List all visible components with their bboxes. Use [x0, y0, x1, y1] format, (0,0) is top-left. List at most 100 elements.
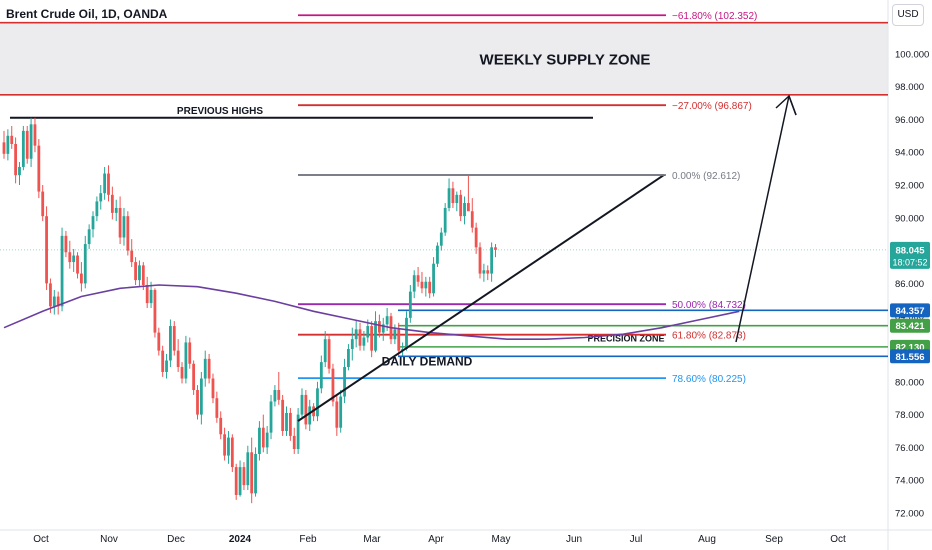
candle-body	[80, 273, 83, 284]
candle-body	[269, 401, 273, 433]
current-price-tag: 88.045	[895, 245, 925, 256]
candle-body	[134, 262, 137, 281]
precision-zone-label: PRECISION ZONE	[587, 334, 664, 344]
candle-body	[343, 367, 346, 397]
candle-body	[347, 349, 350, 368]
candle-body	[219, 417, 223, 435]
candle-body	[381, 324, 385, 333]
candle-body	[33, 124, 37, 146]
candle-body	[157, 332, 161, 351]
candle-body	[215, 398, 219, 418]
supply-zone-box	[0, 22, 888, 95]
candle-body	[196, 390, 199, 415]
y-tick-label: 90.000	[895, 213, 924, 224]
candle-body	[172, 326, 176, 351]
y-tick-label: 76.000	[895, 443, 924, 454]
candle-body	[432, 263, 435, 294]
x-tick-label: Jun	[566, 534, 582, 545]
current-price-tag-bg	[890, 241, 930, 269]
candle-body	[207, 358, 211, 379]
x-tick-label: Mar	[363, 534, 381, 545]
candle-body	[122, 216, 126, 238]
x-tick-label: Jul	[630, 534, 643, 545]
fib-label-0: −61.80% (102.352)	[672, 11, 757, 22]
x-tick-label: Sep	[765, 534, 783, 545]
candle-body	[443, 207, 447, 233]
candle-body	[114, 207, 118, 213]
candle-body	[467, 203, 470, 212]
candle-body	[176, 350, 180, 368]
candle-body	[397, 329, 401, 351]
candle-body	[14, 144, 18, 176]
candle-body	[319, 362, 323, 389]
candle-body	[180, 367, 184, 379]
level-price-tag-0-bg	[890, 303, 930, 318]
candle-body	[494, 247, 497, 250]
candle-body	[87, 229, 91, 245]
x-tick-label: Oct	[33, 534, 49, 545]
candle-body	[482, 270, 486, 274]
candle-body	[254, 453, 257, 494]
candle-body	[374, 321, 377, 351]
candle-body	[29, 124, 33, 159]
candle-body	[21, 130, 25, 167]
candle-body	[238, 467, 242, 495]
chart-title: Brent Crude Oil, 1D, OANDA	[6, 7, 168, 21]
candle-body	[428, 281, 432, 294]
x-tick-label: Oct	[830, 534, 846, 545]
candle-body	[366, 326, 370, 338]
candle-body	[273, 390, 277, 402]
candle-body	[25, 130, 29, 159]
candle-body	[99, 193, 103, 202]
candle-body	[68, 252, 72, 263]
daily-demand-label: DAILY DEMAND	[382, 354, 473, 368]
candle-body	[107, 173, 110, 195]
candle-body	[250, 452, 254, 494]
candle-body	[470, 211, 474, 228]
candle-body	[118, 207, 122, 238]
y-tick-label: 100.000	[895, 49, 929, 60]
candle-body	[300, 394, 304, 415]
projection-arrow-up	[735, 95, 790, 343]
fib-label-2: 0.00% (92.612)	[672, 171, 740, 182]
candle-body	[188, 342, 192, 364]
candle-body	[362, 337, 366, 346]
candle-body	[227, 437, 230, 456]
candle-body	[416, 275, 420, 282]
candle-body	[424, 281, 428, 289]
currency-button[interactable]: USD	[892, 4, 924, 26]
candle-body	[126, 216, 130, 251]
previous-highs-label: PREVIOUS HIGHS	[177, 106, 263, 117]
candle-body	[304, 394, 308, 425]
candle-body	[463, 203, 466, 217]
candle-body	[2, 142, 6, 154]
fib-label-1: −27.00% (96.867)	[672, 101, 752, 112]
candle-body	[56, 296, 60, 307]
candle-body	[258, 427, 261, 454]
candle-body	[288, 412, 292, 436]
candle-body	[285, 412, 288, 431]
candle-body	[296, 414, 300, 450]
candle-body	[37, 145, 41, 192]
candle-body	[265, 432, 269, 448]
fib-label-4: 61.80% (82.873)	[672, 331, 746, 342]
ascending-trendline	[297, 174, 665, 422]
candle-body	[49, 283, 52, 307]
level-price-tag-2: 82.130	[895, 342, 924, 353]
level-price-tag-1-bg	[890, 318, 930, 333]
x-tick-label: Apr	[428, 534, 444, 545]
candle-body	[350, 339, 354, 349]
candle-body	[145, 285, 149, 304]
candle-body	[161, 350, 165, 372]
candle-body	[184, 342, 188, 379]
candle-body	[169, 326, 172, 361]
candle-body	[230, 437, 234, 468]
candle-body	[339, 396, 343, 428]
candle-body	[64, 235, 68, 253]
candle-body	[52, 296, 56, 307]
candle-body	[439, 232, 443, 246]
candle-body	[76, 255, 79, 274]
candle-body	[130, 250, 134, 263]
x-tick-label: May	[492, 534, 511, 545]
